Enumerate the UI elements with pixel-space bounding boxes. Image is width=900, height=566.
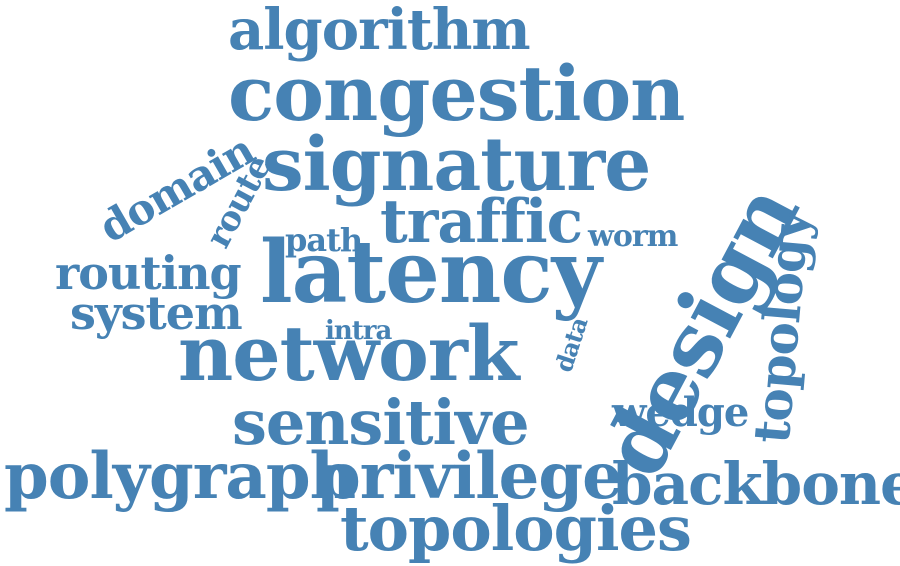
word-worm: worm bbox=[588, 219, 678, 254]
word-data: data bbox=[548, 314, 594, 376]
word-network: network bbox=[178, 309, 520, 398]
word-privilege: privilege bbox=[316, 439, 623, 514]
word-routing: routing bbox=[55, 246, 242, 300]
word-polygraph: polygraph bbox=[4, 439, 356, 514]
word-wedge: wedge bbox=[612, 389, 749, 436]
word-algorithm: algorithm bbox=[228, 0, 531, 63]
word-topologies: topologies bbox=[340, 492, 692, 565]
word-sensitive: sensitive bbox=[232, 386, 530, 459]
word-backbone: backbone bbox=[612, 450, 900, 518]
word-congestion: congestion bbox=[228, 49, 685, 138]
word-path: path bbox=[285, 221, 363, 259]
word-latency: latency bbox=[260, 222, 602, 323]
word-system: system bbox=[70, 286, 243, 340]
word-traffic: traffic bbox=[380, 187, 583, 257]
word-signature: signature bbox=[262, 122, 651, 208]
word-intra: intra bbox=[325, 316, 392, 346]
